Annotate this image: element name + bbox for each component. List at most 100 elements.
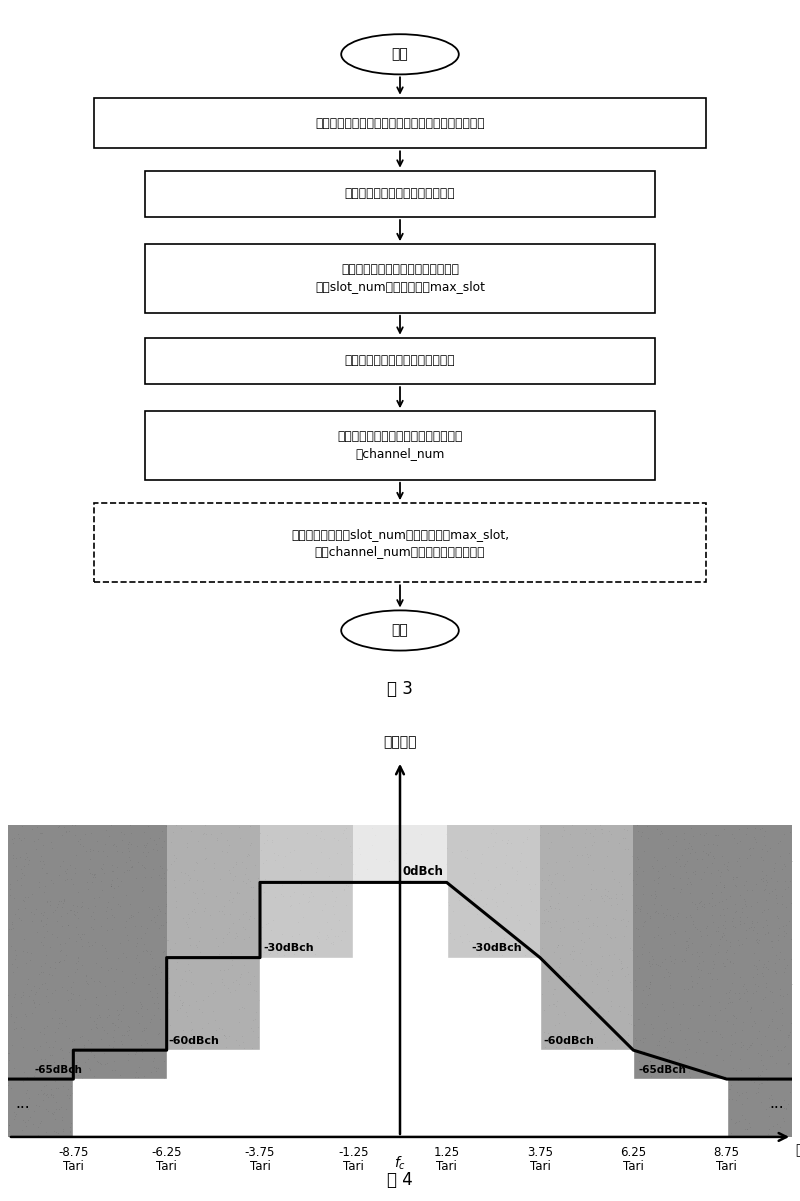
Text: 图 3: 图 3 [387, 680, 413, 698]
Point [784, 872, 797, 891]
Point [230, 926, 243, 945]
Point [72, 832, 85, 852]
Point [243, 1058, 256, 1077]
Point [496, 831, 509, 850]
Point [437, 1112, 450, 1131]
Point [521, 827, 534, 847]
Point [14, 987, 27, 1006]
Point [761, 1070, 774, 1089]
Point [41, 909, 54, 928]
Point [659, 856, 672, 876]
Point [630, 895, 642, 914]
Point [236, 1033, 249, 1052]
Point [204, 973, 217, 992]
Point [274, 1041, 287, 1060]
Point [264, 943, 277, 962]
Point [2, 1122, 15, 1141]
Point [495, 1015, 508, 1034]
Point [315, 900, 328, 919]
Point [6, 1035, 18, 1054]
Point [71, 908, 84, 927]
Point [669, 1078, 682, 1098]
Point [462, 932, 475, 951]
Point [229, 928, 242, 948]
Bar [260, 825, 354, 1137]
Point [614, 910, 627, 930]
Point [582, 848, 594, 867]
Point [572, 912, 585, 931]
Point [429, 924, 442, 943]
Point [682, 938, 694, 957]
Point [190, 1086, 202, 1105]
Point [229, 1088, 242, 1107]
Point [451, 1017, 464, 1036]
Point [285, 895, 298, 914]
Point [568, 979, 581, 998]
Point [706, 906, 718, 925]
Point [511, 862, 524, 882]
Point [449, 964, 462, 984]
Point [483, 938, 496, 957]
Point [498, 928, 510, 948]
Point [96, 880, 109, 900]
Point [465, 932, 478, 951]
Point [254, 1083, 267, 1103]
Point [277, 1070, 290, 1089]
Point [70, 897, 83, 916]
Point [545, 832, 558, 852]
Point [50, 1123, 62, 1142]
Point [84, 1008, 97, 1027]
Point [262, 913, 274, 932]
Point [685, 1115, 698, 1134]
Point [417, 967, 430, 986]
Point [253, 1091, 266, 1110]
Point [188, 861, 201, 880]
Point [4, 1070, 17, 1089]
Point [40, 1076, 53, 1095]
Point [738, 1109, 751, 1128]
Point [138, 924, 151, 943]
Point [30, 818, 43, 837]
Point [61, 966, 74, 985]
Point [485, 1018, 498, 1038]
Point [663, 924, 676, 943]
Point [310, 990, 322, 1009]
Point [155, 1088, 168, 1107]
Text: ···: ··· [770, 1100, 784, 1116]
Point [182, 871, 195, 890]
Point [38, 1076, 51, 1095]
Point [588, 1085, 601, 1104]
Point [106, 1071, 119, 1091]
Point [161, 859, 174, 878]
Point [447, 1054, 460, 1074]
Point [750, 1028, 763, 1047]
Point [30, 982, 43, 1002]
Point [40, 946, 53, 966]
Point [515, 843, 528, 862]
Point [323, 984, 336, 1003]
Point [505, 833, 518, 853]
Point [425, 1071, 438, 1091]
Text: 图 4: 图 4 [387, 1171, 413, 1189]
Point [550, 1038, 562, 1057]
Point [653, 1117, 666, 1136]
Point [203, 1047, 216, 1066]
Point [366, 903, 378, 922]
Point [223, 1027, 236, 1046]
Point [152, 1127, 165, 1146]
Point [616, 889, 629, 908]
Point [450, 973, 462, 992]
Point [30, 922, 43, 942]
Point [150, 835, 162, 854]
Point [706, 913, 719, 932]
Point [368, 1004, 381, 1023]
Point [211, 937, 224, 956]
Point [130, 945, 143, 964]
Point [584, 1110, 597, 1129]
Point [478, 1085, 490, 1104]
Point [299, 1093, 312, 1112]
Point [694, 961, 707, 980]
Point [662, 1047, 675, 1066]
Point [261, 949, 274, 968]
Point [752, 976, 765, 996]
